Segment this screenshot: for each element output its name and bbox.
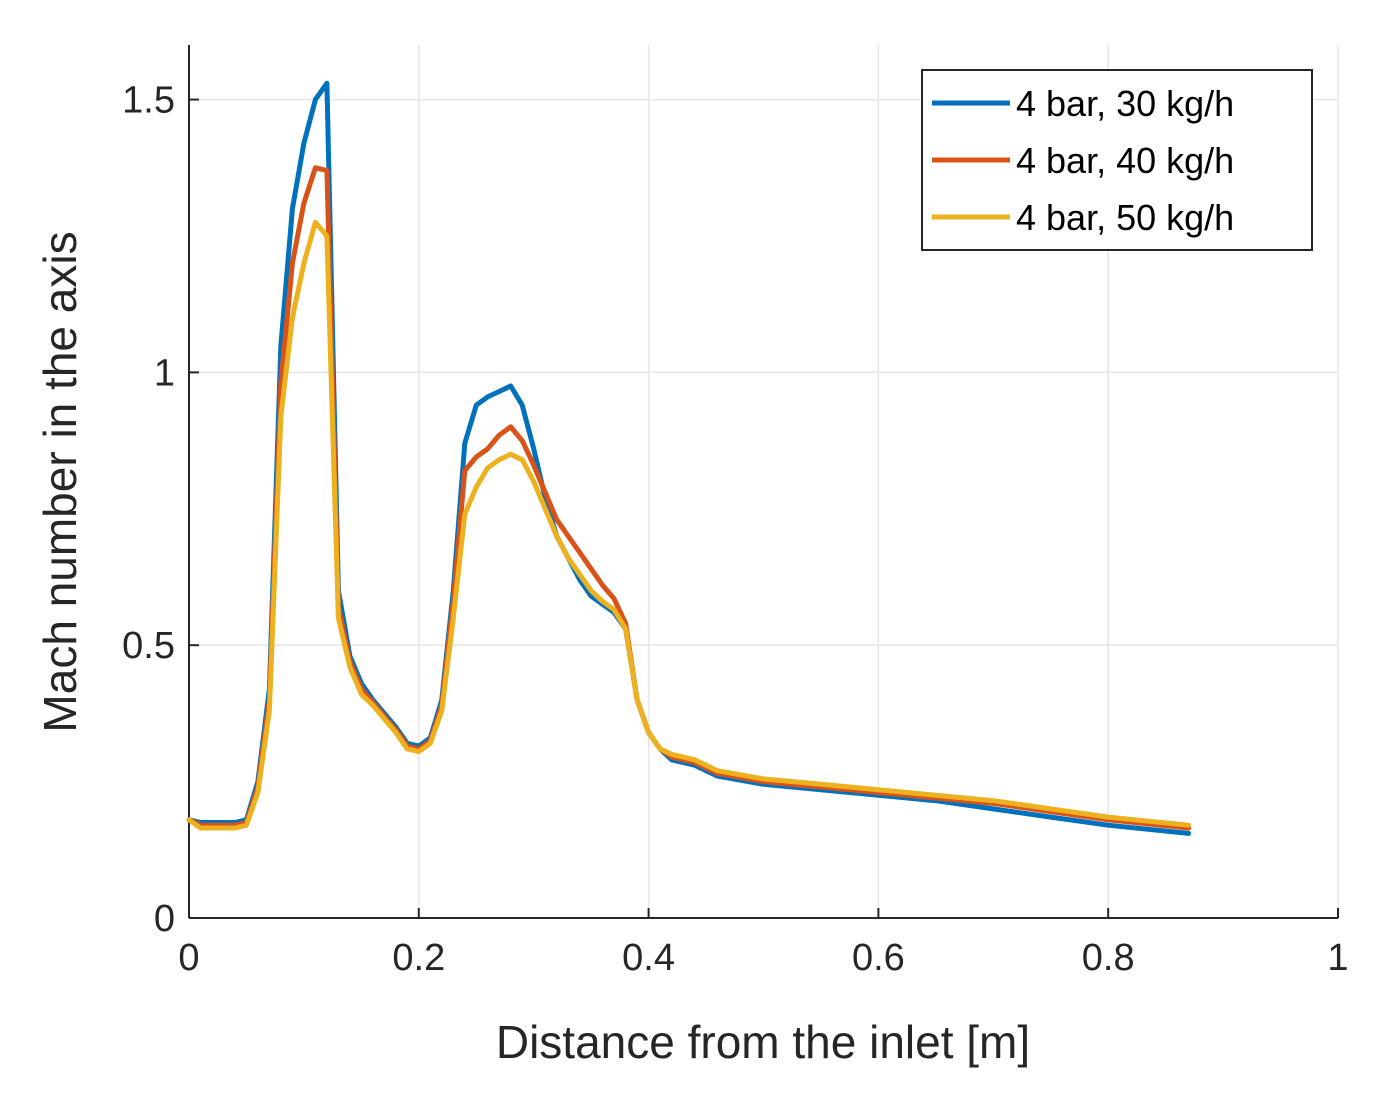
legend: 4 bar, 30 kg/h 4 bar, 40 kg/h 4 bar, 50 kg…	[921, 69, 1313, 251]
y-tick-label: 0	[154, 898, 175, 940]
axes	[188, 45, 1338, 919]
legend-label-3: 4 bar, 50 kg/h	[1016, 197, 1234, 238]
x-tick-label: 0.8	[1082, 937, 1135, 979]
y-axis-title: Mach number in the axis	[34, 231, 86, 732]
y-tick-label: 0.5	[122, 625, 175, 667]
x-tick-label: 0.2	[392, 937, 445, 979]
x-tick-label: 0.4	[622, 937, 675, 979]
y-tick-label: 1.5	[122, 80, 175, 122]
x-tick-label: 1	[1327, 937, 1348, 979]
legend-label-2: 4 bar, 40 kg/h	[1016, 140, 1234, 181]
x-axis-title: Distance from the inlet [m]	[496, 1016, 1030, 1068]
y-tick-label: 1	[154, 352, 175, 394]
ticks: 0 0.2 0.4 0.6 0.8 1 0 0.5 1 1.5	[122, 80, 1348, 979]
x-tick-label: 0	[178, 937, 199, 979]
legend-label-1: 4 bar, 30 kg/h	[1016, 83, 1234, 124]
series-line-3	[186, 219, 1192, 831]
series-group	[186, 80, 1192, 836]
x-tick-label: 0.6	[852, 937, 905, 979]
